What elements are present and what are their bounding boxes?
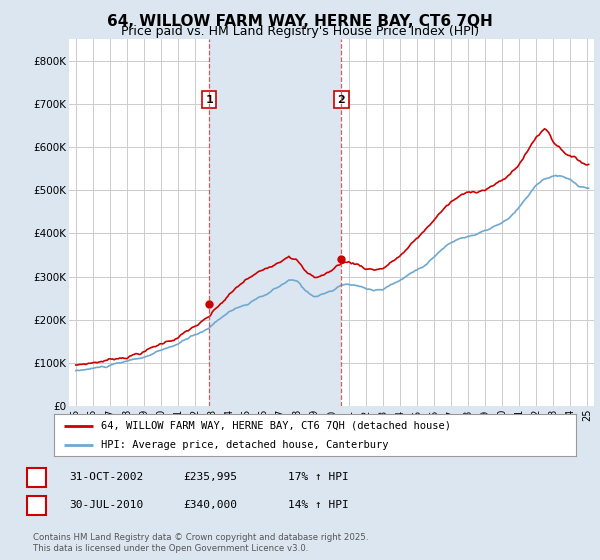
Text: HPI: Average price, detached house, Canterbury: HPI: Average price, detached house, Cant… [101, 440, 388, 450]
Text: 14% ↑ HPI: 14% ↑ HPI [288, 500, 349, 510]
Text: 17% ↑ HPI: 17% ↑ HPI [288, 472, 349, 482]
Text: £340,000: £340,000 [183, 500, 237, 510]
Text: Price paid vs. HM Land Registry's House Price Index (HPI): Price paid vs. HM Land Registry's House … [121, 25, 479, 38]
Text: £235,995: £235,995 [183, 472, 237, 482]
Text: 1: 1 [205, 95, 213, 105]
Text: 2: 2 [338, 95, 345, 105]
Text: 64, WILLOW FARM WAY, HERNE BAY, CT6 7QH (detached house): 64, WILLOW FARM WAY, HERNE BAY, CT6 7QH … [101, 421, 451, 431]
Text: Contains HM Land Registry data © Crown copyright and database right 2025.
This d: Contains HM Land Registry data © Crown c… [33, 533, 368, 553]
Text: 64, WILLOW FARM WAY, HERNE BAY, CT6 7QH: 64, WILLOW FARM WAY, HERNE BAY, CT6 7QH [107, 14, 493, 29]
Text: 31-OCT-2002: 31-OCT-2002 [69, 472, 143, 482]
Text: 2: 2 [33, 500, 40, 510]
Text: 30-JUL-2010: 30-JUL-2010 [69, 500, 143, 510]
Text: 1: 1 [33, 472, 40, 482]
Bar [209, 39, 341, 406]
